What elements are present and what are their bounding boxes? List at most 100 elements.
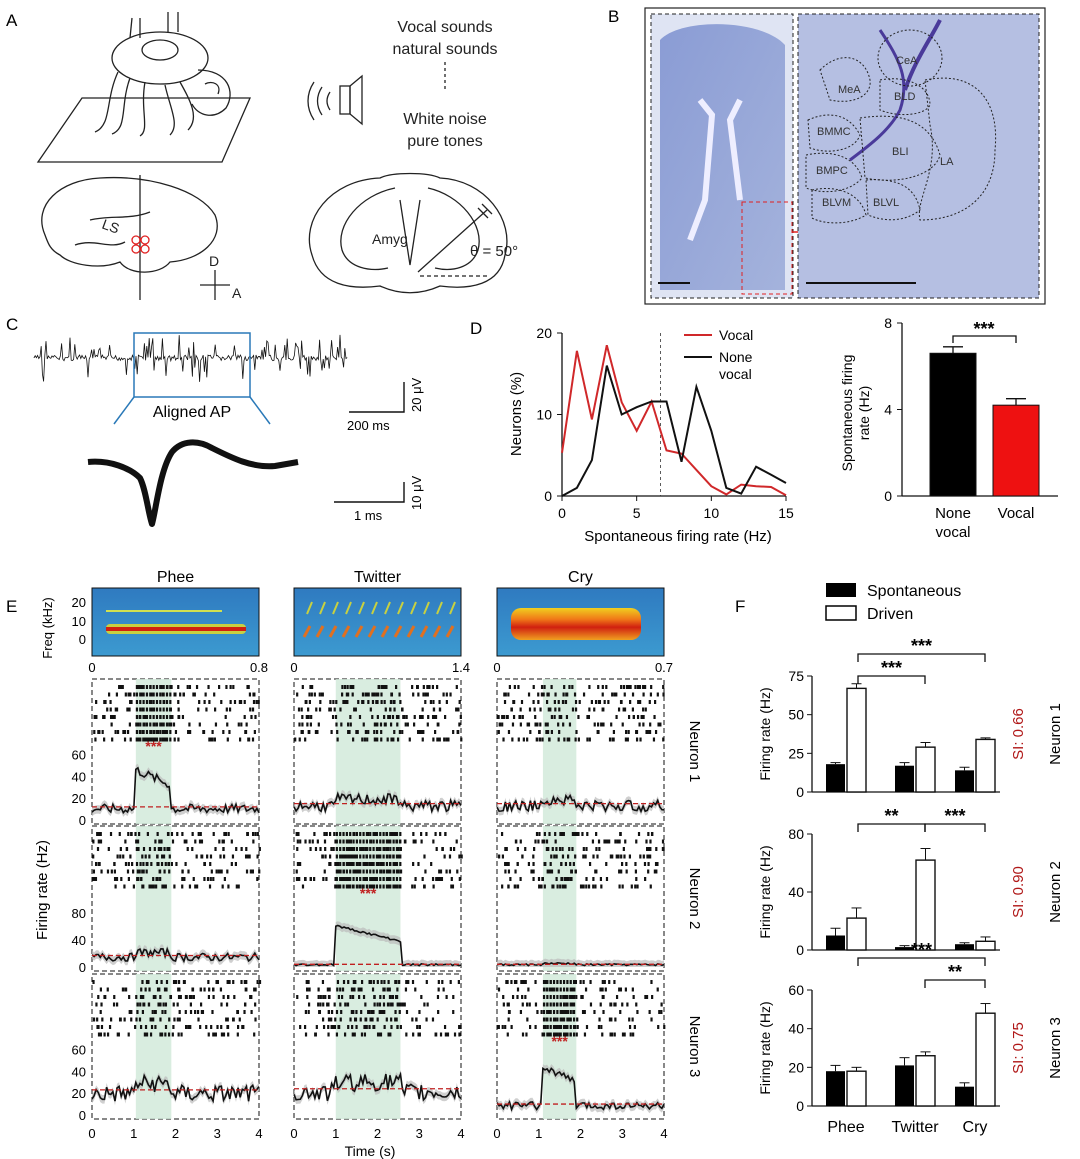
e-raster-tick: [546, 1002, 549, 1007]
e-spec-sweep-harm: [449, 601, 456, 615]
e-raster-tick: [644, 877, 647, 881]
e-raster-tick: [547, 692, 550, 697]
f-bar-spont: [895, 765, 914, 792]
f-ytick-label: 0: [796, 942, 804, 958]
e-raster-tick: [207, 685, 210, 689]
e-raster-tick: [392, 832, 395, 836]
e-raster-tick: [389, 700, 393, 704]
e-psth-error: [294, 921, 461, 967]
e-raster-tick: [386, 987, 390, 992]
e-raster-tick: [351, 1025, 354, 1029]
e-raster-tick: [298, 722, 301, 727]
f-sig-label: ***: [881, 658, 902, 678]
e-raster-tick: [448, 869, 452, 874]
e-sig-mark: ***: [360, 885, 377, 901]
e-raster-tick: [376, 1032, 380, 1037]
e-raster-tick: [172, 1025, 175, 1029]
e-raster-tick: [387, 839, 390, 844]
e-raster-tick: [129, 737, 132, 742]
e-raster-tick: [618, 884, 621, 889]
e-raster-tick: [657, 1025, 660, 1029]
e-raster-tick: [115, 877, 119, 881]
d-bar-ylabel-2: rate (Hz): [856, 386, 872, 440]
e-raster-tick: [177, 737, 180, 742]
e-raster-tick: [394, 862, 397, 866]
e-raster-tick: [572, 987, 576, 992]
e-raster-tick: [106, 869, 110, 874]
e-raster-tick: [171, 1032, 174, 1037]
e-raster-tick: [602, 1010, 605, 1014]
e-raster-tick: [598, 847, 601, 851]
e-raster-tick: [333, 832, 336, 836]
e-raster-tick: [552, 995, 556, 999]
e-raster-tick: [139, 1025, 143, 1029]
e-raster-tick: [177, 980, 181, 984]
e-time-tick: 1: [332, 1126, 339, 1141]
e-raster-tick: [398, 1010, 401, 1014]
e-raster-tick: [306, 722, 309, 727]
e-raster-tick: [160, 722, 163, 727]
e-raster-tick: [391, 715, 395, 719]
e-raster-tick: [653, 715, 656, 719]
e-raster-tick: [371, 987, 375, 992]
e-raster-tick: [363, 1032, 367, 1037]
e-raster-tick: [542, 1032, 546, 1037]
e-raster-tick: [572, 1025, 576, 1029]
e-raster-tick: [181, 715, 185, 719]
e-raster-tick: [582, 884, 585, 889]
e-raster-tick: [296, 862, 300, 866]
e-raster-tick: [431, 877, 435, 881]
e-raster-tick: [357, 869, 360, 874]
e-raster-tick: [127, 832, 130, 836]
e-raster-tick: [550, 869, 554, 874]
e-raster-tick: [375, 862, 379, 866]
e-raster-tick: [149, 715, 152, 719]
e-raster-tick: [564, 884, 567, 889]
f-sig-bracket: [857, 957, 986, 966]
e-raster-tick: [353, 1032, 356, 1037]
e-raster-tick: [353, 707, 356, 712]
e-raster-tick: [138, 1017, 142, 1022]
e-raster-tick: [437, 987, 440, 992]
e-raster-tick: [642, 722, 645, 727]
e-raster-tick: [341, 685, 344, 689]
e-raster-tick: [328, 832, 332, 836]
e-raster-tick: [166, 847, 169, 851]
e-raster-tick: [351, 1010, 355, 1014]
e-raster-tick: [341, 854, 344, 859]
e-raster-tick: [163, 847, 166, 851]
e-raster-tick: [210, 1025, 213, 1029]
e-raster-tick: [373, 730, 376, 734]
f-neuron-label: Neuron 1: [1047, 703, 1064, 765]
e-raster-tick: [225, 1017, 228, 1022]
e-raster-tick: [438, 737, 441, 742]
e-raster-tick: [394, 832, 397, 836]
e-raster-tick: [546, 980, 549, 984]
e-raster-tick: [177, 707, 180, 712]
e-raster-tick: [413, 884, 416, 889]
e-raster-tick: [623, 854, 626, 859]
e-raster-tick: [144, 987, 147, 992]
e-raster-tick: [380, 980, 383, 984]
e-raster-tick: [172, 722, 176, 727]
e-raster-tick: [405, 1010, 409, 1014]
angle-label: θ = 50°: [470, 243, 518, 260]
e-time-tick: 1: [535, 1126, 542, 1141]
e-raster-tick: [304, 737, 307, 742]
e-raster-tick: [172, 980, 176, 984]
e-raster-tick: [248, 854, 251, 859]
e-raster-tick: [97, 995, 100, 999]
e-raster-tick: [159, 715, 162, 719]
e-raster-tick: [152, 715, 155, 719]
e-raster-tick: [445, 995, 448, 999]
e-raster-tick: [159, 847, 162, 851]
e-raster-tick: [215, 980, 218, 984]
e-raster-tick: [209, 854, 213, 859]
e-raster-tick: [546, 1017, 549, 1022]
e-raster-tick: [113, 995, 116, 999]
f-bar-driven: [846, 1070, 867, 1107]
e-raster-tick: [314, 847, 318, 851]
e-raster-tick: [455, 839, 458, 844]
e-raster-tick: [297, 832, 300, 836]
e-raster-tick: [513, 980, 517, 984]
